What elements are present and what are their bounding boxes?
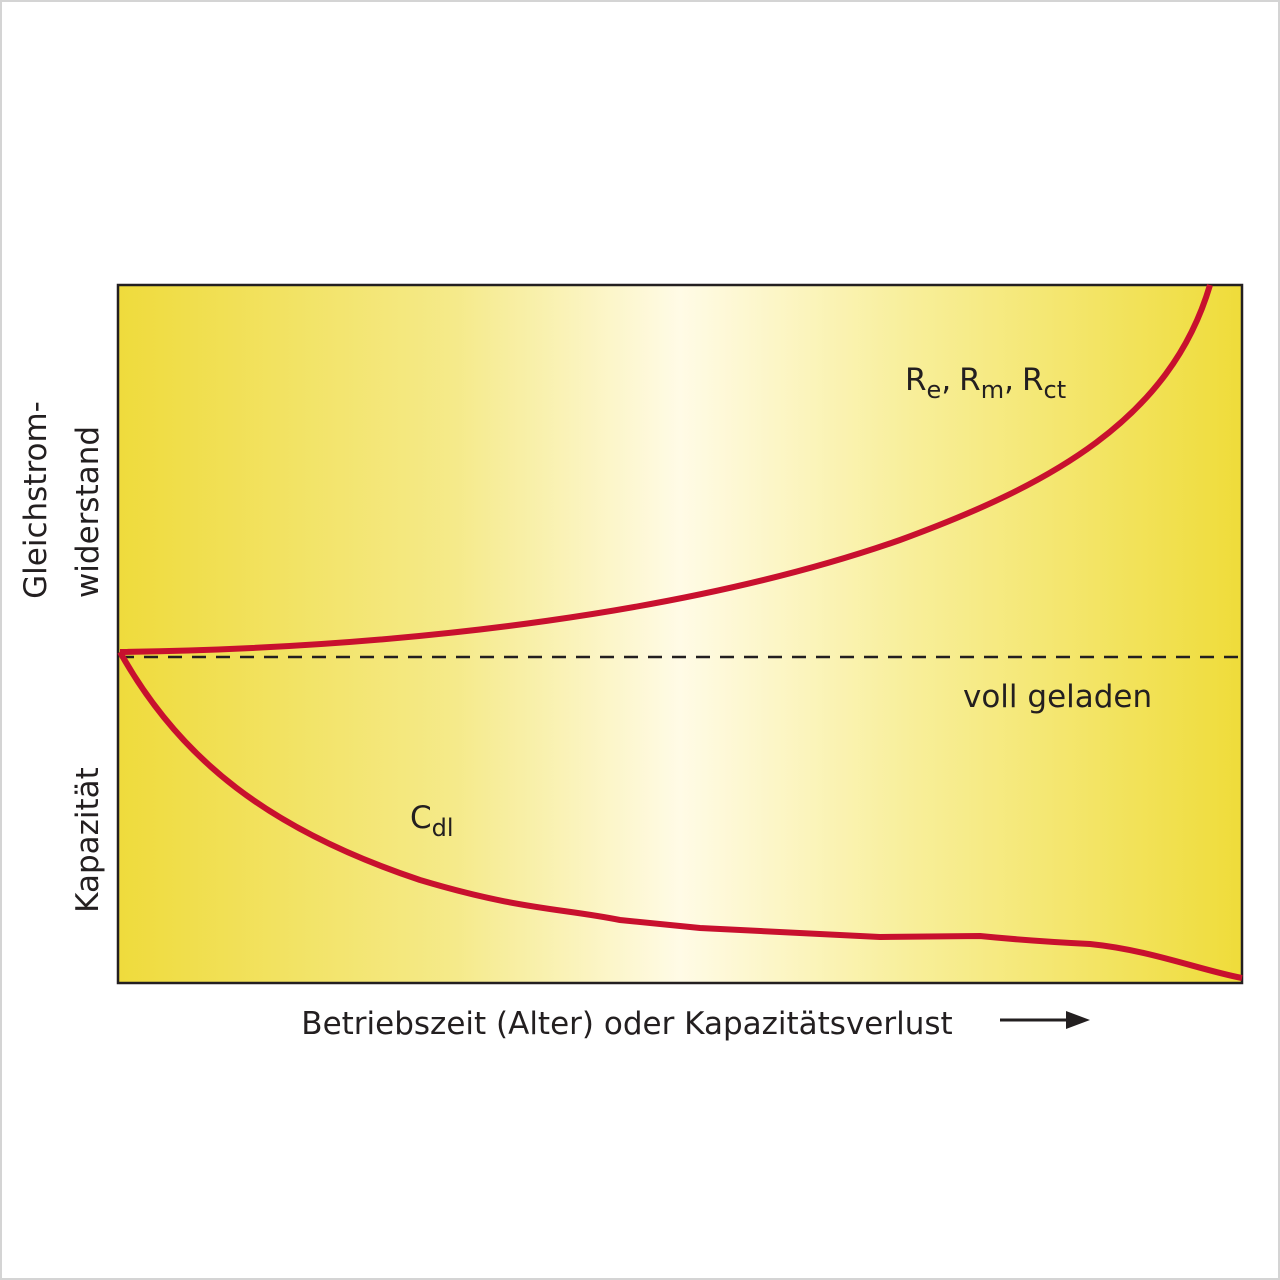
reference-label: voll geladen (963, 679, 1152, 715)
y-label-lower: Kapazität (70, 767, 106, 913)
capacity-label: Cdl (410, 800, 454, 842)
resistance-curve (119, 284, 1213, 655)
x-label: Betriebszeit (Alter) oder Kapazitätsverl… (301, 1006, 952, 1042)
arrow-head (1066, 1011, 1090, 1029)
y-label-upper: widerstand (70, 426, 106, 598)
resistance-label: Re, Rm, Rct (905, 362, 1066, 404)
y-label-upper: Gleichstrom- (18, 401, 54, 599)
plot-area (116, 283, 1244, 985)
capacity-curve (117, 650, 1243, 981)
